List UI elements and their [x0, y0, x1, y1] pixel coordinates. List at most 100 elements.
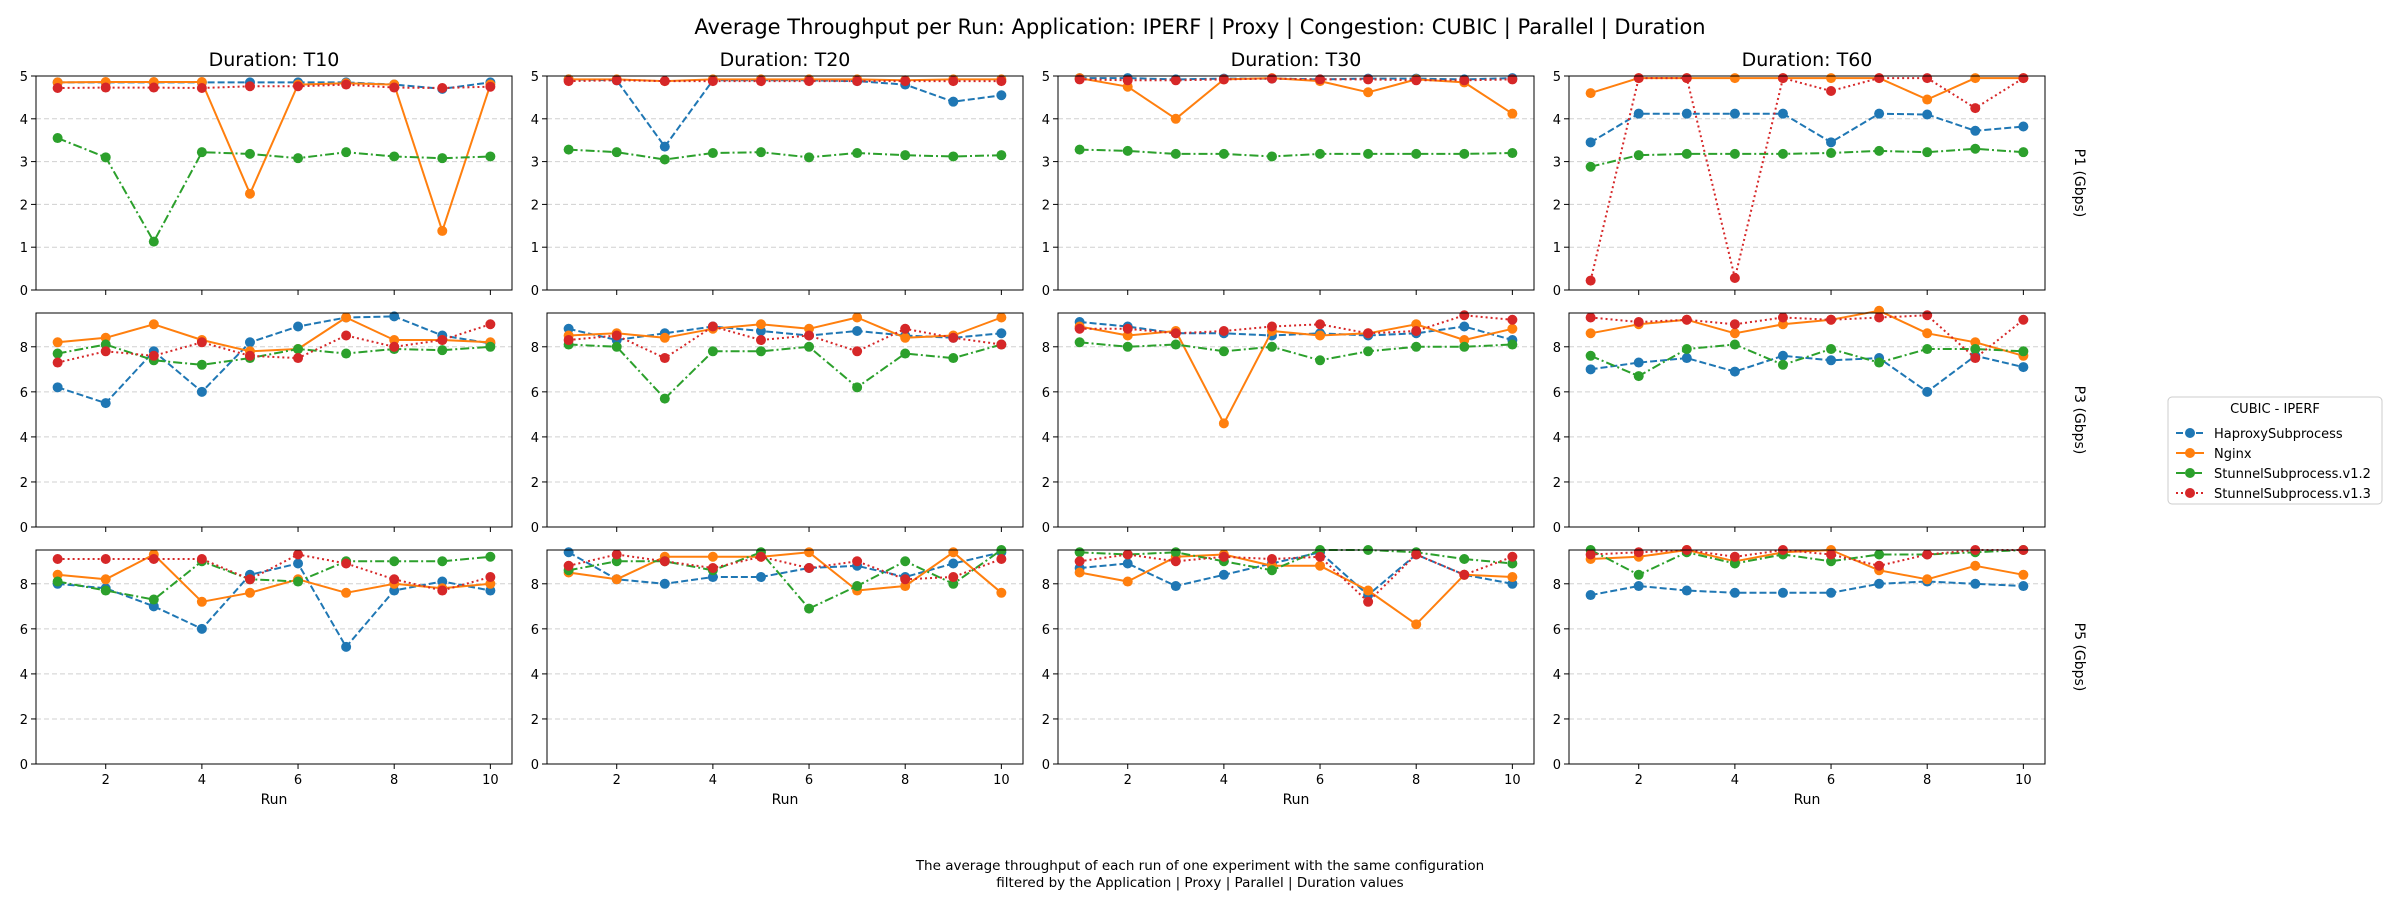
data-point — [1777, 73, 1788, 84]
data-point — [948, 572, 959, 583]
data-point — [1074, 337, 1085, 348]
data-point — [389, 82, 400, 93]
data-point — [485, 341, 496, 352]
y-tick-label: 4 — [531, 431, 539, 446]
panel-3-2: 0 2 4 6 8 2 4 6 8 10 Run — [531, 545, 1024, 808]
data-point — [100, 346, 111, 357]
data-point — [659, 578, 670, 589]
data-point — [148, 82, 159, 93]
data-point — [244, 574, 255, 585]
y-tick-label: 2 — [1553, 476, 1561, 491]
data-point — [707, 76, 718, 87]
data-point — [244, 337, 255, 348]
y-tick-label: 1 — [1553, 241, 1561, 256]
data-point — [1777, 148, 1788, 159]
data-point — [2018, 121, 2029, 132]
data-point — [389, 341, 400, 352]
series-line-haproxysubprocess — [1079, 321, 1513, 341]
data-point — [485, 572, 496, 583]
series-line-haproxysubprocess — [568, 325, 1002, 341]
data-point — [900, 556, 911, 567]
data-point — [100, 585, 111, 596]
panel-2-4: 0 2 4 6 8 — [1553, 305, 2046, 536]
x-tick-label: 6 — [1827, 773, 1835, 788]
data-point — [1507, 339, 1518, 350]
x-tick-label: 10 — [993, 773, 1010, 788]
x-axis-label: Run — [1283, 792, 1310, 808]
x-tick-label: 2 — [1124, 773, 1132, 788]
data-point — [1218, 418, 1229, 429]
panel-frame — [1057, 312, 1535, 528]
y-tick-label: 4 — [531, 113, 539, 128]
data-point — [437, 225, 448, 236]
data-point — [1266, 151, 1277, 162]
data-point — [1970, 73, 1981, 84]
data-point — [1507, 148, 1518, 159]
data-point — [948, 76, 959, 87]
y-tick-label: 8 — [531, 578, 539, 593]
data-point — [852, 148, 863, 159]
panel-1-3: 0 1 2 3 4 5 — [1042, 70, 1535, 299]
data-point — [1633, 357, 1644, 368]
data-point — [341, 147, 352, 158]
panel-1-2: 0 1 2 3 4 5 — [531, 70, 1024, 299]
data-point — [1874, 560, 1885, 571]
data-point — [707, 551, 718, 562]
series-line-stunnelsubprocess-v1-2 — [1590, 343, 2024, 378]
panel-frame — [1057, 549, 1535, 765]
data-point — [659, 353, 670, 364]
data-point — [196, 386, 207, 397]
data-point — [1218, 569, 1229, 580]
legend-frame — [2167, 396, 2383, 505]
y-tick-label: 0 — [20, 284, 28, 299]
data-point — [1585, 161, 1596, 172]
data-point — [707, 346, 718, 357]
data-point — [804, 330, 815, 341]
data-point — [804, 152, 815, 163]
column-title: Duration: T20 — [720, 49, 851, 71]
data-point — [1585, 88, 1596, 99]
data-point — [852, 346, 863, 357]
series-line-stunnelsubprocess-v1-3 — [1079, 314, 1513, 335]
panel-frame — [546, 312, 1024, 528]
y-tick-label: 2 — [531, 476, 539, 491]
data-point — [563, 76, 574, 87]
data-point — [900, 348, 911, 359]
legend-title: CUBIC - IPERF — [2230, 402, 2320, 417]
data-point — [293, 549, 304, 560]
data-point — [1122, 549, 1133, 560]
data-point — [1681, 73, 1692, 84]
data-point — [196, 554, 207, 565]
data-point — [1777, 350, 1788, 361]
data-point — [1363, 74, 1374, 85]
data-point — [1970, 578, 1981, 589]
data-point — [1218, 74, 1229, 85]
data-point — [148, 350, 159, 361]
data-point — [1585, 364, 1596, 375]
data-point — [1315, 148, 1326, 159]
row-label: P1 (Gbps) — [2071, 149, 2087, 218]
data-point — [437, 556, 448, 567]
y-tick-label: 4 — [20, 113, 28, 128]
data-point — [1315, 330, 1326, 341]
series-line-stunnelsubprocess-v1-2 — [1079, 549, 1513, 572]
data-point — [1826, 85, 1837, 96]
data-point — [1411, 619, 1422, 630]
panel-2-2: 0 2 4 6 8 — [531, 312, 1024, 536]
data-point — [1585, 590, 1596, 601]
data-point — [659, 76, 670, 87]
data-point — [1363, 87, 1374, 98]
y-tick-label: 2 — [1553, 198, 1561, 213]
data-point — [900, 150, 911, 161]
data-point — [611, 341, 622, 352]
x-tick-label: 10 — [2015, 773, 2032, 788]
data-point — [1922, 328, 1933, 339]
data-point — [1633, 569, 1644, 580]
panel-1-4: 0 1 2 3 4 5 — [1553, 70, 2046, 299]
data-point — [1777, 312, 1788, 323]
data-point — [1729, 108, 1740, 119]
data-point — [1122, 145, 1133, 156]
data-point — [948, 151, 959, 162]
y-tick-label: 5 — [1042, 70, 1050, 85]
data-point — [1266, 565, 1277, 576]
